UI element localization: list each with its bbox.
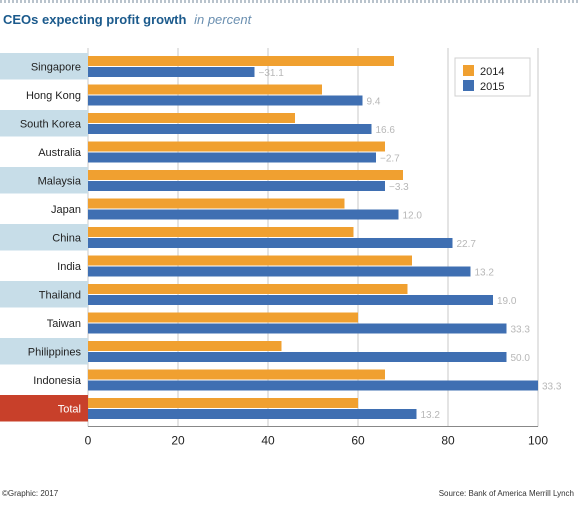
change-label-total: 13.2	[421, 410, 441, 421]
category-band-singapore	[0, 53, 88, 80]
x-tick-label-60: 60	[351, 434, 365, 448]
legend-swatch-2015	[463, 80, 474, 91]
change-label-thailand: 19.0	[497, 296, 517, 307]
change-label-taiwan: 33.3	[511, 325, 531, 336]
category-label-total: Total	[58, 403, 81, 415]
category-label-japan: Japan	[51, 204, 81, 216]
bar-2015-japan	[88, 209, 399, 220]
category-label-thailand: Thailand	[39, 289, 81, 301]
bar-2015-singapore	[88, 67, 255, 77]
legend-label-2015: 2015	[480, 81, 504, 93]
change-label-australia: −2.7	[380, 154, 400, 165]
bar-2014-taiwan	[88, 312, 358, 323]
category-label-china: China	[52, 232, 82, 244]
top-border	[0, 0, 578, 3]
bar-2015-south-korea	[88, 124, 372, 134]
category-label-south-korea: South Korea	[20, 118, 82, 130]
bar-2014-india	[88, 255, 412, 266]
chart-subtitle: in percent	[194, 12, 252, 27]
bar-2014-hong-kong	[88, 84, 322, 95]
category-label-philippines: Philippines	[28, 346, 82, 358]
bar-2014-china	[88, 227, 354, 237]
legend-label-2014: 2014	[480, 66, 504, 78]
bar-2015-indonesia	[88, 380, 538, 391]
chart-title-block: CEOs expecting profit growth in percent	[3, 12, 251, 27]
category-band-malaysia	[0, 167, 88, 194]
category-label-australia: Australia	[38, 147, 82, 159]
legend-swatch-2014	[463, 65, 474, 76]
bar-2015-thailand	[88, 295, 493, 305]
change-label-hong-kong: 9.4	[367, 97, 381, 108]
category-label-singapore: Singapore	[31, 61, 81, 73]
bar-2014-indonesia	[88, 369, 385, 380]
total-label-band	[0, 395, 88, 422]
category-band-china	[0, 224, 88, 251]
bar-2015-taiwan	[88, 323, 507, 334]
x-tick-label-20: 20	[171, 434, 185, 448]
change-label-china: 22.7	[457, 239, 477, 250]
category-label-taiwan: Taiwan	[47, 318, 81, 330]
change-label-japan: 12.0	[403, 211, 423, 222]
change-label-indonesia: 33.3	[542, 382, 562, 393]
change-label-malaysia: −3.3	[389, 182, 409, 193]
category-label-india: India	[57, 261, 82, 273]
bar-2015-malaysia	[88, 181, 385, 191]
bar-2014-japan	[88, 198, 345, 209]
bar-2014-singapore	[88, 56, 394, 66]
category-band-thailand	[0, 281, 88, 308]
category-label-indonesia: Indonesia	[33, 375, 82, 387]
footer-source: Source: Bank of America Merrill Lynch	[438, 489, 574, 498]
change-label-india: 13.2	[475, 268, 495, 279]
bar-2015-india	[88, 266, 471, 277]
x-tick-label-100: 100	[528, 434, 548, 448]
category-label-malaysia: Malaysia	[38, 175, 82, 187]
bar-2014-total	[88, 398, 358, 408]
bar-2014-south-korea	[88, 113, 295, 123]
category-band-philippines	[0, 338, 88, 365]
change-label-singapore: −31.1	[259, 68, 285, 79]
footer-credit: ©Graphic: 2017	[2, 489, 59, 498]
x-tick-label-80: 80	[441, 434, 455, 448]
bar-2014-thailand	[88, 284, 408, 294]
x-tick-label-40: 40	[261, 434, 275, 448]
category-band-south-korea	[0, 110, 88, 137]
change-label-south-korea: 16.6	[376, 125, 396, 136]
bar-2015-philippines	[88, 352, 507, 362]
bar-2015-australia	[88, 152, 376, 163]
bar-2014-philippines	[88, 341, 282, 351]
bar-2015-hong-kong	[88, 95, 363, 106]
bar-2015-china	[88, 238, 453, 248]
x-tick-label-0: 0	[85, 434, 92, 448]
bar-2015-total	[88, 409, 417, 419]
bar-2014-malaysia	[88, 170, 403, 180]
change-label-philippines: 50.0	[511, 353, 531, 364]
bar-2014-australia	[88, 141, 385, 152]
chart-title: CEOs expecting profit growth	[3, 12, 187, 27]
category-label-hong-kong: Hong Kong	[26, 90, 81, 102]
